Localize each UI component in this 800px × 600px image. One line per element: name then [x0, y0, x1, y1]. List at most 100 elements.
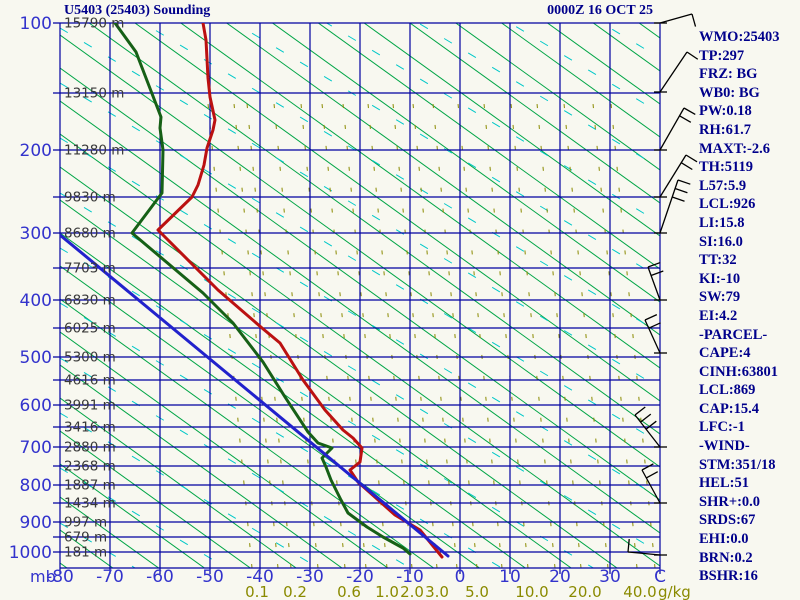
- stat-line: BSHR:16: [699, 568, 758, 585]
- stat-line: TT:32: [699, 252, 737, 269]
- stat-line: STM:351/18: [699, 456, 776, 473]
- mixing-ratio-line: [456, 92, 503, 568]
- stat-line: SRDS:67: [699, 512, 756, 529]
- temp-tick-label: -80: [46, 567, 74, 587]
- barb-tick: [686, 51, 699, 60]
- barb-staff: [659, 107, 685, 151]
- mixing-tick-label: 0.1: [245, 583, 269, 600]
- wind-barb: [647, 261, 667, 301]
- pressure-label: 800: [20, 476, 52, 496]
- stats-panel: WMO:25403 TP:297 FRZ: BG WB0: BG PW:0.18 RH:6…: [699, 28, 780, 586]
- barb-tick: [647, 261, 661, 268]
- stat-line: CAP:15.4: [699, 400, 760, 417]
- barb-staff: [647, 266, 661, 301]
- temp-tick-label: 30: [599, 567, 621, 587]
- stat-line: LCL:926: [699, 196, 756, 213]
- temp-tick-label: -70: [96, 567, 124, 587]
- height-label: 3991 m: [64, 398, 116, 414]
- wind-barb: [634, 406, 667, 448]
- barb-tick: [677, 179, 691, 185]
- mixing-ratio-line: [482, 92, 529, 568]
- height-label: 11280 m: [64, 143, 124, 159]
- mixing-tick-label: 0.6: [337, 583, 361, 600]
- stat-line: WB0: BG: [699, 84, 760, 101]
- parcel-trace: [60, 233, 450, 558]
- barb-tick: [634, 406, 646, 416]
- stat-line: SI:16.0: [699, 233, 743, 250]
- pressure-label: 400: [20, 291, 52, 311]
- pressure-label: 600: [20, 396, 52, 416]
- stat-line: KI:-10: [699, 270, 741, 287]
- stat-line: FRZ: BG: [699, 66, 758, 83]
- stat-line: L57:5.9: [699, 177, 747, 194]
- stat-line: HEL:51: [699, 475, 749, 492]
- stat-line: LFC:-1: [699, 419, 745, 436]
- timestamp-label: 0000Z 16 OCT 25: [547, 3, 653, 18]
- temp-tick-label: -30: [296, 567, 324, 587]
- mixing-tick-label: 40.0: [623, 583, 656, 600]
- height-label: 8680 m: [64, 226, 116, 242]
- wind-barb: [654, 51, 699, 93]
- height-label: 1887 m: [64, 478, 116, 494]
- mixing-tick-label: 1.0: [375, 583, 399, 600]
- temp-unit-label: C: [654, 567, 666, 587]
- stat-line: MAXT:-2.6: [699, 140, 771, 157]
- barb-staff: [634, 414, 661, 448]
- mixing-tick-label: 20.0: [568, 583, 601, 600]
- stat-line: RH:61.7: [699, 121, 751, 138]
- stat-line: CAPE:4: [699, 345, 751, 362]
- height-label: 6830 m: [64, 293, 116, 309]
- mixing-tick-label: 0.2: [283, 583, 307, 600]
- temp-tick-label: -50: [196, 567, 224, 587]
- height-label: 2880 m: [64, 440, 116, 456]
- pressure-label: 200: [20, 141, 52, 161]
- barb-staff: [641, 469, 661, 504]
- pressure-label: 1000: [9, 543, 52, 563]
- barb-staff: [627, 551, 661, 556]
- barb-staff: [659, 13, 693, 24]
- stat-line: BRN:0.2: [699, 549, 753, 566]
- stat-line: EI:4.2: [699, 307, 738, 324]
- temp-tick-label: 0: [455, 567, 466, 587]
- wind-barb: [627, 538, 667, 556]
- wind-barb: [641, 463, 667, 504]
- temp-tick-label: -10: [396, 567, 424, 587]
- height-label: 4616 m: [64, 373, 116, 389]
- stat-line: SW:79: [699, 289, 741, 306]
- pressure-unit-label: mb: [30, 567, 56, 586]
- mixing-ratio-line: [411, 92, 458, 568]
- height-label: 3416 m: [64, 420, 116, 436]
- height-label: 1434 m: [64, 496, 116, 512]
- height-label: 13150 m: [64, 86, 124, 102]
- pressure-label: 500: [20, 348, 52, 368]
- barb-tick: [672, 196, 685, 202]
- height-label: 9830 m: [64, 190, 116, 206]
- stat-line: LCL:869: [699, 382, 756, 399]
- stat-line: PW:0.18: [699, 103, 752, 120]
- mixing-unit-label: g/kg: [658, 583, 691, 600]
- barb-tick: [685, 154, 698, 163]
- barb-tick: [679, 115, 692, 123]
- temp-tick-label: 10: [499, 567, 521, 587]
- wind-barb: [654, 179, 691, 234]
- mixing-ratio-line: [320, 92, 367, 568]
- barb-tick: [644, 314, 658, 321]
- stat-line: TH:5119: [699, 159, 753, 176]
- barb-tick: [650, 270, 664, 277]
- height-label: 679 m: [64, 530, 107, 546]
- stat-line: LI:15.8: [699, 214, 745, 231]
- temp-tick-label: -60: [146, 567, 174, 587]
- wind-barb: [654, 154, 698, 198]
- temp-tick-label: -40: [246, 567, 274, 587]
- temp-tick-label: 20: [549, 567, 571, 587]
- height-label: 2368 m: [64, 459, 116, 475]
- mixing-tick-label: 3.0: [425, 583, 449, 600]
- barb-tick: [691, 13, 697, 27]
- barb-staff: [644, 319, 661, 354]
- mixing-ratio-line: [391, 92, 438, 568]
- wind-barb: [644, 314, 667, 354]
- height-label: 6025 m: [64, 321, 116, 337]
- barb-staff: [659, 154, 687, 198]
